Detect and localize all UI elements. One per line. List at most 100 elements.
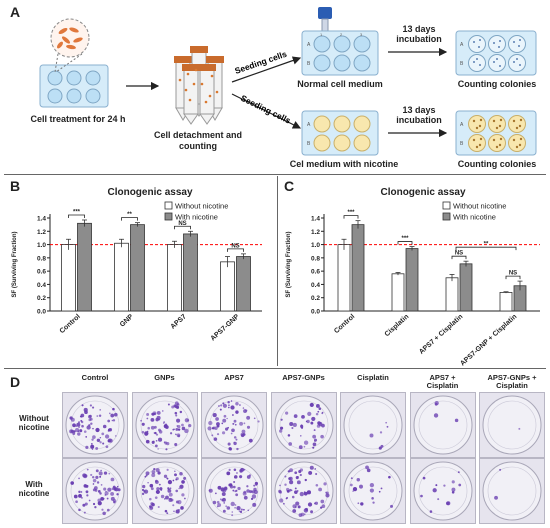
chart-svg: Clonogenic assay 0.0 0.2 0.4 0.6 0.8 1.0 1.2 1.4… [286, 187, 540, 367]
colony-dot [174, 489, 178, 493]
colony-dot [321, 504, 325, 509]
y-tick-label: 0.2 [311, 295, 320, 302]
dish-rim [413, 395, 472, 455]
dish-inner-ring [418, 400, 467, 450]
colony-dot [180, 480, 185, 484]
colony-dot [499, 468, 502, 471]
colony-dot [86, 425, 91, 430]
colony-dot [211, 434, 214, 437]
plate-colonies-bottom [455, 110, 537, 156]
colony-dot [227, 406, 230, 409]
colony-dot [310, 416, 315, 422]
legend-label: With nicotine [175, 213, 218, 222]
colony-dot [277, 489, 281, 493]
colony-dot [359, 484, 363, 489]
dish-inner-ring [348, 400, 398, 450]
colony-dot [167, 480, 172, 485]
legend-swatch [164, 201, 173, 210]
dish-rim [482, 461, 542, 521]
colony-dot [294, 487, 297, 490]
colony-dot [69, 416, 73, 420]
colony-dot [283, 483, 287, 486]
colony-dot [93, 486, 98, 490]
colony-dot [221, 492, 226, 497]
dish-svg [65, 461, 125, 521]
colony-dot [165, 512, 168, 515]
colony-dot [222, 418, 227, 423]
colony-dot [173, 442, 177, 447]
y-tick-label: 0.6 [37, 269, 46, 276]
significance-bracket-between [455, 246, 517, 251]
colony-dot [186, 419, 189, 422]
legend-label: Without nicotine [453, 202, 506, 211]
colony-dot [180, 423, 184, 427]
colony-dot [108, 472, 111, 475]
colony-dot [166, 487, 169, 490]
colony-dot [242, 407, 245, 409]
colony-dot [352, 490, 354, 492]
colony-dot [179, 410, 182, 414]
colony-dot [146, 426, 150, 430]
colony-dot [117, 488, 121, 492]
bar [236, 256, 251, 312]
colony-dot [86, 468, 89, 471]
colony-dot [173, 473, 177, 477]
colony-dot [168, 492, 173, 497]
colony-dot [293, 471, 297, 475]
colony-dot [287, 442, 292, 446]
colony-dot [246, 489, 250, 493]
colony-dot [366, 468, 371, 473]
colony-dot [216, 424, 220, 428]
colony-dot [298, 445, 303, 450]
colony-dot [143, 432, 148, 436]
colony-dot [184, 418, 189, 423]
dish-svg [413, 395, 472, 455]
significance-label-between: ** [484, 242, 489, 248]
colony-dot [187, 423, 191, 428]
colony-dot [252, 502, 257, 507]
colony-dot [158, 483, 161, 486]
colony-dot [81, 496, 83, 499]
colony-dot [303, 440, 308, 445]
dish-rim [274, 395, 333, 455]
colony-dot [150, 487, 154, 491]
colony-dot [99, 475, 102, 478]
dish-column-header: APS7-GNPs + Cisplatin [475, 374, 549, 390]
dish-row-label-line: nicotine [18, 423, 50, 433]
plate-nicotine-medium [301, 110, 379, 156]
colony-dot [234, 504, 237, 506]
colony-dot [174, 427, 178, 431]
colony-dot [150, 502, 155, 507]
colony-dot [78, 426, 80, 428]
colony-dot [145, 439, 150, 444]
colony-dot [91, 448, 94, 451]
dish-row-label-line: With [25, 480, 43, 489]
y-axis-label: SF (Surviving Fraction) [286, 231, 292, 297]
colony-dot [285, 496, 288, 499]
bar [351, 224, 365, 312]
colony-dot [88, 499, 91, 502]
bar [183, 233, 198, 312]
colony-dot [518, 427, 521, 430]
colony-dot [171, 504, 174, 507]
colony-dot [92, 502, 96, 506]
colony-dot [104, 491, 109, 496]
colony-dot [305, 419, 310, 424]
significance-label: *** [347, 210, 355, 216]
colony-dot [309, 402, 314, 408]
colony-dot [222, 402, 225, 405]
y-tick-label: 0.4 [37, 282, 46, 289]
colony-dot [360, 502, 364, 506]
colony-dot [357, 502, 360, 505]
dish-inner-ring [279, 400, 328, 450]
colony-dot [307, 502, 312, 507]
nicotine-medium-label: Cel medium with nicotine [289, 159, 399, 169]
colony-dot [369, 488, 374, 493]
colony-dot [233, 436, 237, 439]
colony-dot [110, 477, 115, 482]
colony-dot [325, 491, 329, 495]
colony-dot [172, 479, 174, 482]
colony-dot [175, 418, 180, 423]
colony-dot [178, 472, 183, 476]
colony-dot [180, 493, 185, 497]
